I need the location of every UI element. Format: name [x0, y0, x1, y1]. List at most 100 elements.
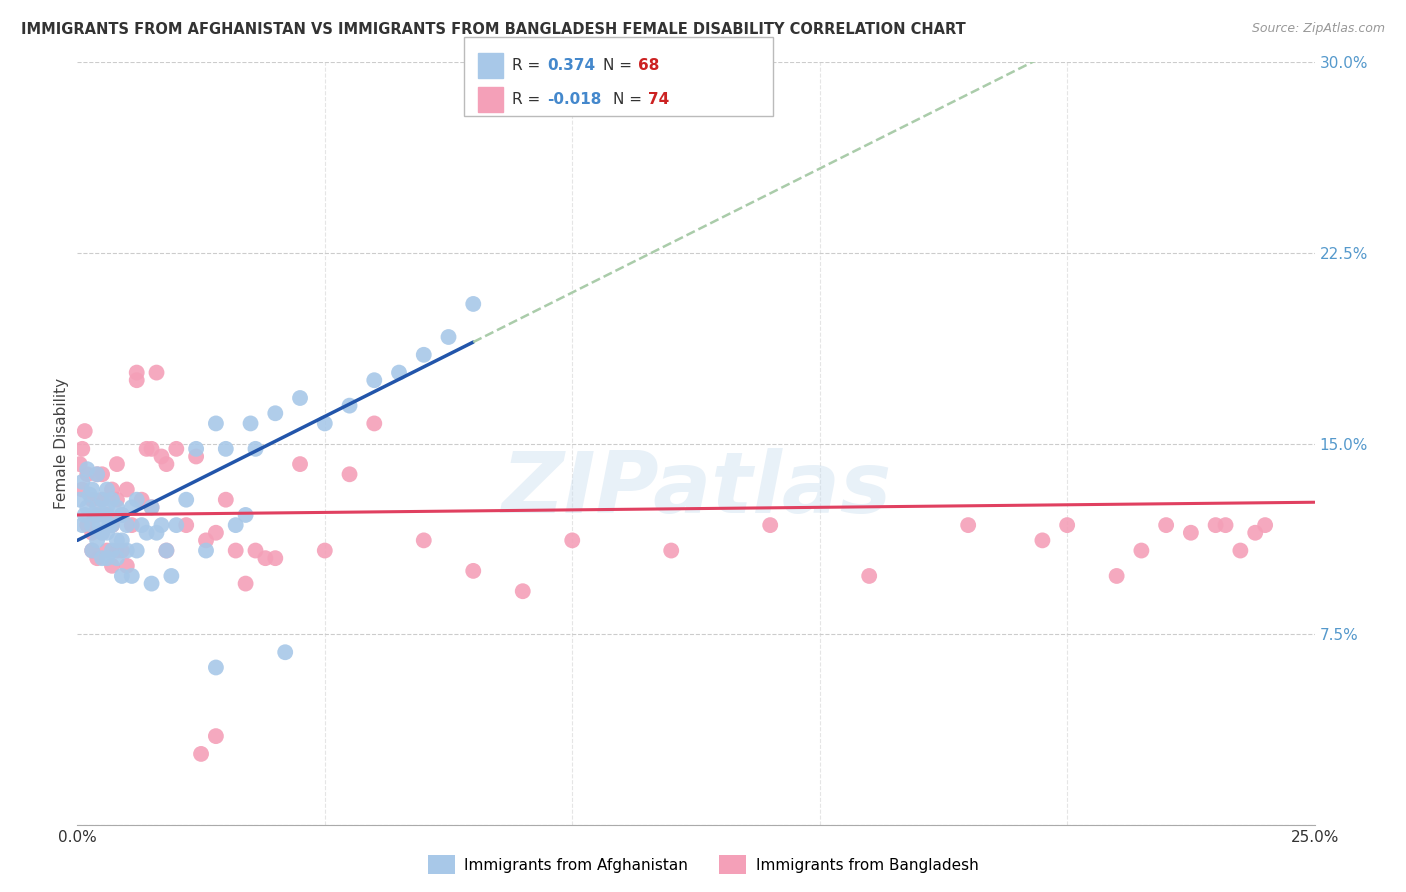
Text: ZIPatlas: ZIPatlas: [501, 448, 891, 531]
Point: [91, 525, 114, 540]
Point: [76, 462, 98, 476]
Point: [264, 551, 287, 566]
Point: [125, 373, 148, 387]
Legend: Immigrants from Afghanistan, Immigrants from Bangladesh: Immigrants from Afghanistan, Immigrants …: [422, 849, 984, 880]
Point: [245, 543, 267, 558]
Point: [174, 518, 197, 533]
Point: [1229, 543, 1251, 558]
Point: [195, 533, 218, 548]
Point: [463, 564, 485, 578]
Point: [91, 492, 114, 507]
Text: IMMIGRANTS FROM AFGHANISTAN VS IMMIGRANTS FROM BANGLADESH FEMALE DISABILITY CORR: IMMIGRANTS FROM AFGHANISTAN VS IMMIGRANT…: [21, 22, 966, 37]
Point: [115, 558, 138, 573]
Point: [76, 518, 98, 533]
Point: [105, 500, 128, 515]
Point: [160, 569, 183, 583]
Point: [86, 467, 108, 482]
Point: [125, 543, 148, 558]
Point: [205, 660, 228, 674]
Point: [96, 543, 118, 558]
Point: [72, 483, 94, 497]
Point: [83, 508, 105, 522]
Point: [82, 492, 104, 507]
Text: R =: R =: [512, 58, 546, 73]
Point: [412, 533, 434, 548]
Point: [141, 576, 163, 591]
Point: [225, 543, 247, 558]
Point: [111, 569, 134, 583]
Point: [561, 533, 583, 548]
Point: [82, 518, 104, 533]
Point: [82, 543, 104, 558]
Point: [463, 297, 485, 311]
Point: [1244, 525, 1267, 540]
Point: [1105, 569, 1128, 583]
Point: [141, 500, 163, 515]
Point: [111, 543, 134, 558]
Point: [125, 366, 148, 380]
Point: [96, 508, 118, 522]
Point: [141, 500, 163, 515]
Point: [72, 442, 94, 456]
Point: [274, 645, 297, 659]
Point: [759, 518, 782, 533]
Text: Source: ZipAtlas.com: Source: ZipAtlas.com: [1251, 22, 1385, 36]
Point: [96, 551, 118, 566]
Point: [105, 551, 128, 566]
Point: [115, 518, 138, 533]
Point: [205, 729, 228, 743]
Point: [1031, 533, 1053, 548]
Point: [93, 508, 115, 522]
Point: [141, 442, 163, 456]
Point: [174, 492, 197, 507]
Point: [82, 525, 104, 540]
Point: [195, 543, 218, 558]
Point: [79, 487, 101, 501]
Point: [288, 391, 311, 405]
Point: [73, 508, 96, 522]
Point: [86, 533, 108, 548]
Point: [165, 442, 187, 456]
Point: [155, 457, 177, 471]
Point: [121, 500, 143, 515]
Point: [86, 467, 108, 482]
Text: N =: N =: [603, 58, 637, 73]
Point: [115, 483, 138, 497]
Text: 74: 74: [648, 93, 669, 107]
Text: 68: 68: [638, 58, 659, 73]
Point: [245, 442, 267, 456]
Point: [190, 747, 212, 761]
Point: [512, 584, 534, 599]
Text: N =: N =: [613, 93, 647, 107]
Point: [101, 483, 124, 497]
Point: [155, 543, 177, 558]
Point: [235, 508, 257, 522]
Point: [86, 551, 108, 566]
Point: [339, 467, 361, 482]
Point: [98, 518, 121, 533]
Point: [76, 467, 98, 482]
Point: [184, 442, 207, 456]
Point: [86, 508, 108, 522]
Point: [254, 551, 277, 566]
Point: [184, 450, 207, 464]
Point: [91, 551, 114, 566]
Point: [115, 543, 138, 558]
Point: [215, 492, 238, 507]
Text: R =: R =: [512, 93, 546, 107]
Y-axis label: Female Disability: Female Disability: [53, 378, 69, 509]
Point: [125, 492, 148, 507]
Point: [69, 492, 91, 507]
Point: [858, 569, 880, 583]
Point: [89, 518, 111, 533]
Point: [121, 518, 143, 533]
Point: [205, 417, 228, 431]
Point: [957, 518, 980, 533]
Point: [73, 424, 96, 438]
Point: [111, 533, 134, 548]
Point: [659, 543, 682, 558]
Point: [82, 483, 104, 497]
Point: [1154, 518, 1177, 533]
Point: [96, 500, 118, 515]
Text: 0.374: 0.374: [547, 58, 595, 73]
